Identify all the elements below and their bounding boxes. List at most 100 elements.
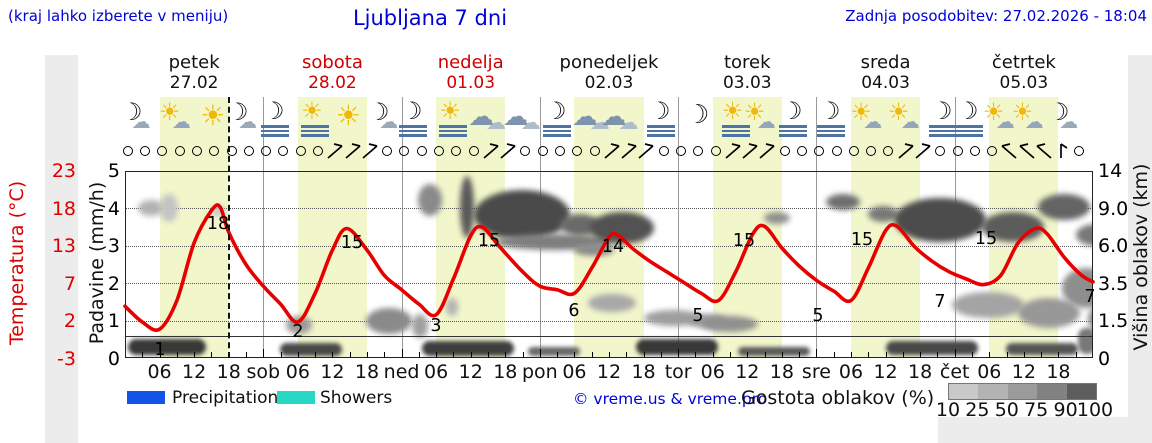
wind-calm-icon [119,142,137,162]
x-axis-tick [176,352,178,358]
sun-icon: ☀ [982,98,1005,126]
sun-icon: ☀ [328,98,372,140]
fog-lines-icon [721,125,750,128]
wind-calm-icon [153,142,171,162]
axis-tick-label: 5 [107,160,120,182]
curve-value-label: 18 [206,214,230,234]
x-axis-label: 12 [458,361,483,383]
x-axis-label: 06 [838,361,864,383]
x-axis-tick [989,352,991,358]
cloud-density-tick: 10 [935,399,961,421]
x-axis-tick [574,352,576,358]
cloud-icon: ☁ [171,111,191,133]
wind-calm-circle [382,146,393,156]
sun-icon: ☀ [192,98,236,140]
wind-calm-circle [243,146,254,156]
x-axis-label: 06 [977,361,1002,383]
cloud-blob [280,343,342,356]
fog-lines-icon [929,125,958,128]
moon-icon: ☾ [648,97,671,125]
cloud-density-step [1066,384,1097,399]
x-axis-tick [453,352,455,358]
wind-calm-icon [655,142,673,162]
curve-value-label: 15 [732,231,756,251]
x-axis-label: 06 [424,361,449,383]
x-axis-label: 06 [700,361,725,383]
credit-link[interactable]: © vreme.us & vreme.pro [573,390,768,408]
cloud-icon: ☁ [1059,111,1079,133]
day-header: petek 27.02 [125,52,263,93]
cloud-blob [1076,224,1093,246]
day-header: sobota 28.02 [263,52,401,93]
day-header: nedelja 01.03 [402,52,540,93]
fog-lines-icon [955,134,984,137]
cloud-blob [636,339,718,355]
day-name: četrtek [991,52,1056,73]
wind-barb-icon [603,142,621,162]
moon-cloud-icon: ☾ ☁ [115,98,159,140]
x-axis-tick [764,352,766,358]
moon-fog-icon: ☾ [391,97,435,140]
wind-calm-circle [814,146,825,156]
temperature-axis-title: Temperatura (°C) [6,180,28,346]
wind-calm-circle [952,146,963,156]
wind-calm-circle [883,146,894,156]
curve-value-label: 3 [430,316,442,336]
cloud-blob [366,308,412,334]
x-axis-tick [712,352,714,358]
x-axis-tick [1075,352,1077,358]
precipitation-label: Precipitation [172,388,279,408]
wind-barb-icon [1000,142,1018,162]
fog-lines-icon [779,125,808,128]
cloud-blob [826,194,860,210]
cloud-blob [1078,328,1093,354]
last-update: Zadnja posodobitev: 27.02.2026 - 18:04 [845,7,1147,25]
moon-icon: ☾ [957,97,979,125]
cloud-density-tick: 100 [1076,399,1114,421]
curve-value-label: 5 [692,306,704,326]
wind-calm-icon [309,142,327,162]
wind-barb-icon [914,142,932,162]
sun-fog-icon: ☀ [431,98,475,140]
wind-calm-circle [658,146,669,156]
curve-value-label: 15 [974,229,998,249]
curve-value-label: 1 [154,340,166,360]
x-axis-label: 18 [493,361,518,383]
wind-calm-icon [136,142,154,162]
axis-tick-label: 14 [1098,160,1123,182]
axis-tick-label: 13 [51,235,76,257]
wind-barb-icon [897,142,915,162]
wind-calm-icon [983,142,1001,162]
x-axis-label: tor [664,361,692,383]
x-axis-tick [418,352,420,358]
fog-lines-icon [721,134,750,137]
wind-calm-icon [240,142,258,162]
wind-calm-icon [534,142,552,162]
wind-calm-circle [157,146,168,156]
day-header: četrtek 05.03 [955,52,1093,93]
wind-calm-icon [292,142,310,162]
moon-fog-icon: ☾ [771,97,815,140]
cloud-density-step [949,384,979,399]
wind-calm-icon [793,142,811,162]
axis-tick-label: 23 [51,160,76,182]
fog-lines-icon [955,125,984,128]
fog-lines-icon [260,125,289,128]
wind-calm-circle [572,146,583,156]
wind-barb-icon [482,142,500,162]
x-axis-label: 12 [873,361,898,383]
sun-fog-icon: ☀ [293,98,337,140]
cloud-blob [764,212,790,224]
sun-cloud-icon: ☀ ☁ [1008,98,1052,140]
cloud-blob [160,194,178,222]
x-axis-label: 18 [354,361,380,383]
x-axis-label: 12 [1011,361,1036,383]
cloud-icon: ☁ ☁ [570,98,614,140]
cloud-blob [422,341,514,356]
wind-calm-icon [171,142,189,162]
moon-icon: ☾ [545,97,567,125]
wind-barb-icon [741,142,759,162]
x-axis-tick [730,352,731,358]
fog-lines-icon [646,129,675,132]
